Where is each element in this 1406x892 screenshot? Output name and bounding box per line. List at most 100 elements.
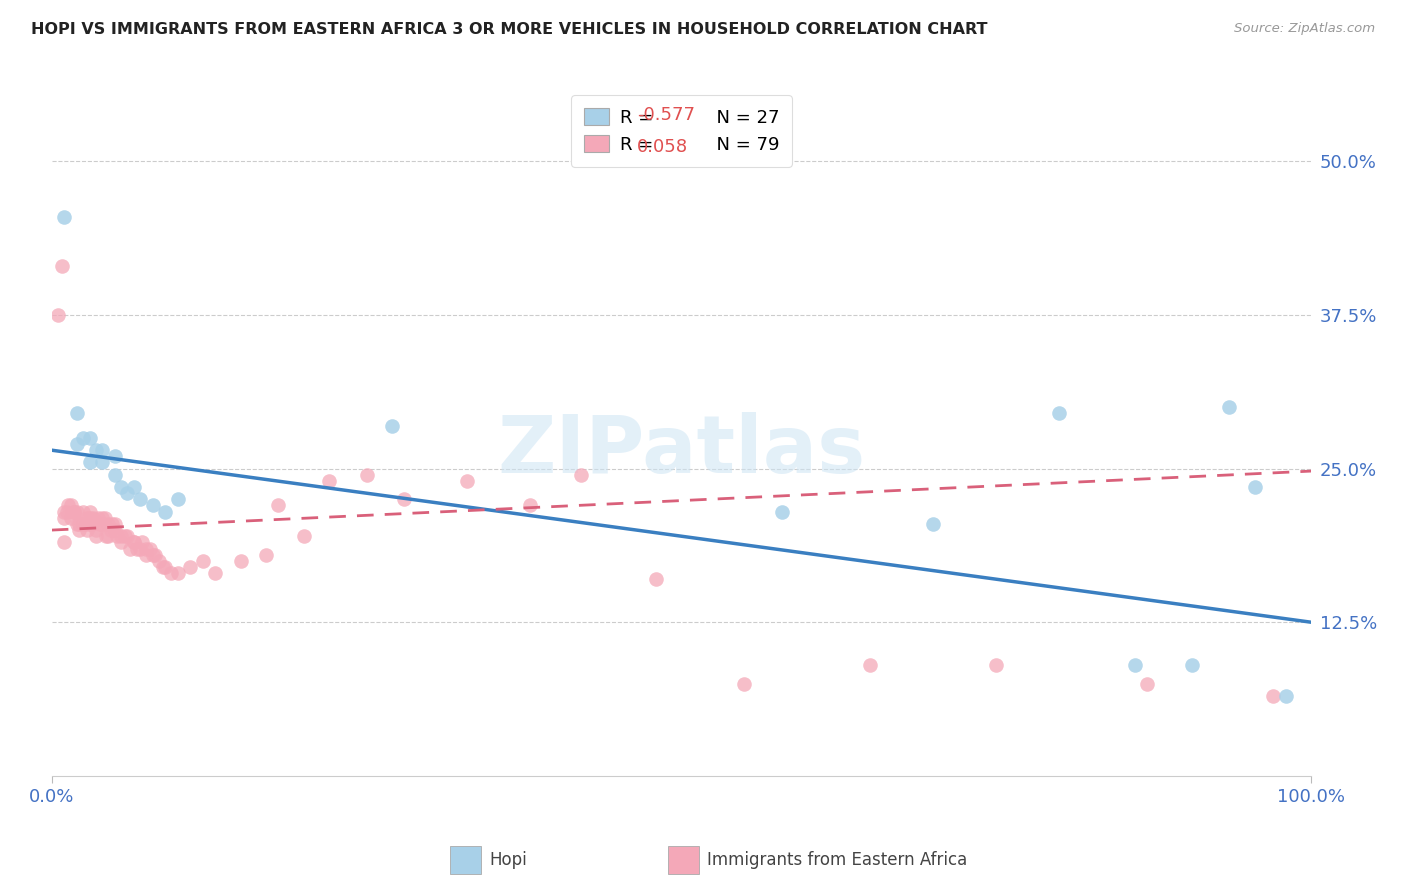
Point [89, 516, 111, 531]
Point [84, 529, 107, 543]
Legend: R =           N = 27, R =           N = 79: R = N = 27, R = N = 79 [571, 95, 792, 167]
Point [79, 455, 101, 469]
Point [204, 566, 226, 580]
Point [76, 510, 98, 524]
Point [141, 548, 163, 562]
Point [160, 566, 183, 580]
Point [127, 541, 149, 556]
Point [53, 535, 76, 549]
Point [1136, 676, 1159, 690]
Point [166, 492, 188, 507]
Point [519, 499, 541, 513]
Point [63, 505, 86, 519]
Point [82, 510, 104, 524]
Point [63, 505, 86, 519]
Point [97, 529, 120, 543]
Point [1275, 689, 1298, 703]
Point [101, 516, 124, 531]
Text: ZIPatlas: ZIPatlas [498, 412, 866, 491]
Point [122, 535, 145, 549]
Point [104, 516, 127, 531]
Point [110, 535, 132, 549]
Point [381, 418, 404, 433]
Point [66, 516, 89, 531]
Point [986, 658, 1008, 673]
Point [1180, 658, 1202, 673]
Point [118, 541, 141, 556]
Point [1218, 400, 1240, 414]
Point [122, 480, 145, 494]
Point [356, 467, 378, 482]
Point [191, 554, 214, 568]
Point [318, 474, 340, 488]
Text: Source: ZipAtlas.com: Source: ZipAtlas.com [1234, 22, 1375, 36]
Point [922, 516, 945, 531]
Point [104, 467, 127, 482]
Point [56, 505, 79, 519]
Point [394, 492, 416, 507]
Point [135, 548, 157, 562]
Point [153, 560, 176, 574]
Point [59, 499, 82, 513]
Point [84, 523, 107, 537]
Point [129, 541, 152, 556]
Point [104, 450, 127, 464]
Point [66, 437, 89, 451]
Point [53, 505, 76, 519]
Point [84, 443, 107, 458]
Point [97, 516, 120, 531]
Point [75, 516, 97, 531]
Point [135, 541, 157, 556]
Text: -0.577: -0.577 [637, 106, 696, 124]
Point [110, 529, 132, 543]
Point [80, 516, 103, 531]
Point [152, 560, 174, 574]
Text: Hopi: Hopi [489, 851, 527, 869]
Point [153, 505, 176, 519]
Point [254, 548, 277, 562]
Point [69, 516, 91, 531]
Point [104, 523, 127, 537]
Point [53, 210, 76, 224]
Point [229, 554, 252, 568]
Point [1047, 406, 1070, 420]
Point [53, 510, 76, 524]
Point [166, 566, 188, 580]
Point [79, 431, 101, 445]
Text: Immigrants from Eastern Africa: Immigrants from Eastern Africa [707, 851, 967, 869]
Point [117, 529, 139, 543]
Point [46, 308, 69, 322]
Point [59, 510, 82, 524]
Point [93, 510, 115, 524]
Point [179, 560, 201, 574]
Point [139, 541, 162, 556]
Point [91, 510, 114, 524]
Point [66, 505, 89, 519]
Point [91, 443, 114, 458]
Text: 0.058: 0.058 [637, 137, 689, 155]
Point [66, 406, 89, 420]
Point [129, 492, 152, 507]
Point [72, 516, 94, 531]
Point [859, 658, 882, 673]
Point [148, 554, 170, 568]
Point [91, 516, 114, 531]
Point [87, 510, 110, 524]
Point [267, 499, 290, 513]
Point [1263, 689, 1285, 703]
Point [770, 505, 793, 519]
Point [72, 505, 94, 519]
Point [69, 523, 91, 537]
Point [105, 529, 128, 543]
Point [1123, 658, 1146, 673]
Point [72, 431, 94, 445]
Point [645, 572, 668, 586]
Point [100, 523, 122, 537]
Point [131, 535, 153, 549]
Point [114, 529, 136, 543]
Point [79, 516, 101, 531]
Point [117, 486, 139, 500]
Point [91, 455, 114, 469]
Point [1243, 480, 1265, 494]
Point [733, 676, 755, 690]
